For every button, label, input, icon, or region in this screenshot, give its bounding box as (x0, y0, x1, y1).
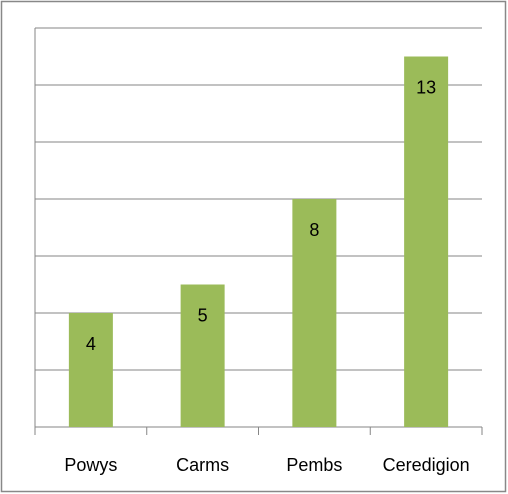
data-label: 5 (198, 305, 208, 325)
x-tick-label: Pembs (286, 455, 342, 475)
bar (180, 284, 225, 427)
data-label: 4 (86, 334, 96, 354)
bar (68, 313, 113, 427)
bar (404, 56, 449, 427)
x-tick-label: Powys (64, 455, 117, 475)
x-tick-label: Ceredigion (383, 455, 470, 475)
x-tick-label: Carms (176, 455, 229, 475)
data-label: 8 (309, 220, 319, 240)
data-label: 13 (416, 77, 436, 97)
bar (292, 199, 337, 427)
